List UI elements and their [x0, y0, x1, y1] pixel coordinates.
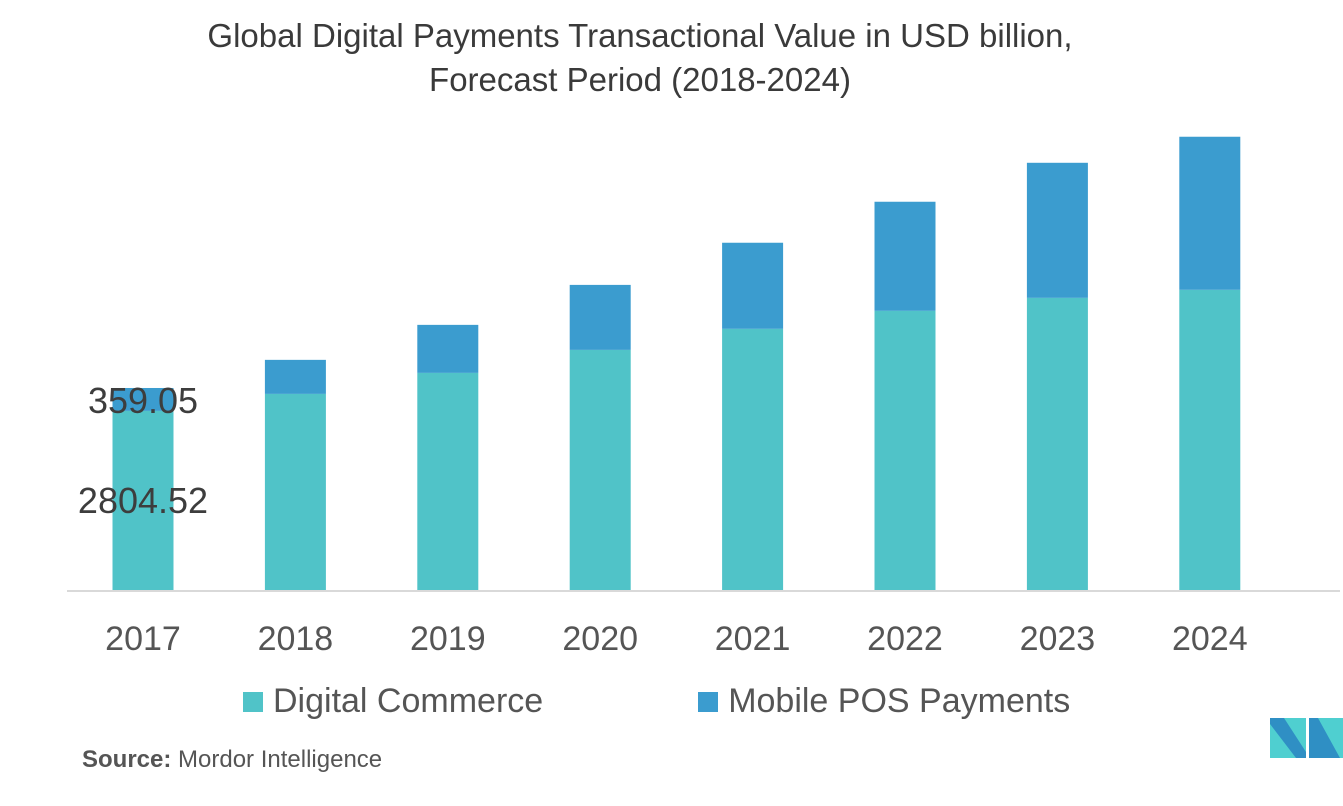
bar-2024-digital-commerce: [1179, 289, 1241, 590]
bar-2019-mobile-pos: [417, 324, 479, 373]
x-tick-label: 2021: [715, 620, 791, 658]
bar-2024-mobile-pos: [1179, 136, 1241, 290]
x-tick-label: 2024: [1172, 620, 1248, 658]
bar-2018-mobile-pos: [264, 359, 326, 394]
bar-2023-mobile-pos: [1026, 162, 1088, 298]
source-label: Source:: [82, 746, 172, 773]
legend-swatch: [698, 691, 719, 712]
source-text: Mordor Intelligence: [178, 746, 383, 773]
x-tick-label: 2018: [258, 620, 334, 658]
chart-title: Global Digital Payments Transactional Va…: [0, 14, 1280, 102]
data-label: 2804.52: [78, 480, 208, 521]
title-line-2: Forecast Period (2018-2024): [429, 61, 851, 98]
legend-label: Mobile POS Payments: [728, 682, 1071, 720]
bar-2018-digital-commerce: [264, 393, 326, 590]
source-note: Source: Mordor Intelligence: [82, 746, 382, 774]
title-line-1: Global Digital Payments Transactional Va…: [207, 17, 1073, 54]
bar-2020-mobile-pos: [569, 284, 631, 350]
bar-2017-mobile-pos: [112, 387, 174, 411]
legend-item-mobile-pos[interactable]: Mobile POS Payments: [698, 682, 1070, 721]
bar-2019-digital-commerce: [417, 372, 479, 590]
bar-2017-digital-commerce: [112, 410, 174, 590]
bar-2020-digital-commerce: [569, 349, 631, 590]
x-tick-label: 2017: [105, 620, 181, 658]
legend-item-digital-commerce[interactable]: Digital Commerce: [243, 682, 543, 721]
bar-2023-digital-commerce: [1026, 297, 1088, 590]
mordor-logo-icon: [1270, 718, 1343, 758]
x-tick-label: 2019: [410, 620, 486, 658]
legend-label: Digital Commerce: [273, 682, 544, 720]
data-label: 359.05: [88, 380, 198, 421]
bar-2022-mobile-pos: [874, 201, 936, 311]
bar-2021-digital-commerce: [722, 328, 784, 590]
x-tick-label: 2023: [1020, 620, 1096, 658]
bar-2022-digital-commerce: [874, 310, 936, 590]
bar-2021-mobile-pos: [722, 242, 784, 329]
legend-swatch: [243, 691, 263, 712]
x-tick-label: 2020: [562, 620, 638, 658]
x-tick-label: 2022: [867, 620, 943, 658]
legend: Digital Commerce Mobile POS Payments: [243, 682, 1225, 721]
